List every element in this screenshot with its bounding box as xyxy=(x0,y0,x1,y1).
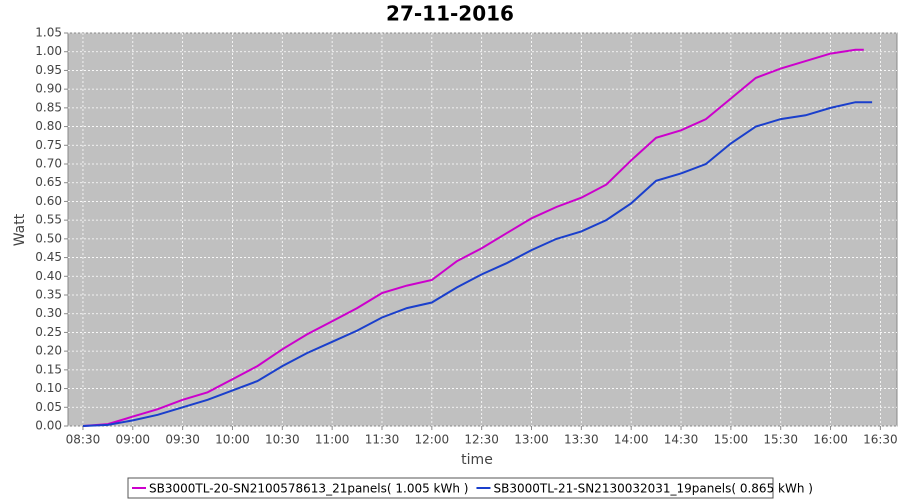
x-tick-label: 11:30 xyxy=(365,433,400,447)
y-tick-label: 0.45 xyxy=(35,250,62,264)
x-tick-label: 13:30 xyxy=(564,433,599,447)
plot-area xyxy=(67,32,898,427)
x-tick-label: 16:30 xyxy=(863,433,898,447)
y-tick-label: 0.00 xyxy=(35,419,62,433)
y-tick-label: 0.70 xyxy=(35,157,62,171)
y-tick-label: 0.05 xyxy=(35,400,62,414)
x-tick-label: 10:00 xyxy=(215,433,250,447)
x-tick-label: 11:00 xyxy=(315,433,350,447)
y-tick-label: 0.95 xyxy=(35,63,62,77)
series-line xyxy=(82,101,873,427)
x-tick-label: 15:00 xyxy=(714,433,749,447)
x-axis-label: time xyxy=(461,452,493,468)
series-line xyxy=(82,48,864,427)
y-axis-label: Watt xyxy=(12,213,28,246)
y-tick-label: 0.85 xyxy=(35,100,62,114)
legend-box xyxy=(127,477,774,499)
y-tick-label: 1.00 xyxy=(35,44,62,58)
y-tick-label: 0.75 xyxy=(35,138,62,152)
y-tick-label: 0.80 xyxy=(35,119,62,133)
y-tick-label: 0.55 xyxy=(35,213,62,227)
x-tick-label: 14:00 xyxy=(614,433,649,447)
legend-text: SB3000TL-20-SN2100578613_21panels( 1.005… xyxy=(149,482,468,496)
x-tick-label: 09:00 xyxy=(115,433,150,447)
y-tick-label: 0.20 xyxy=(35,344,62,358)
x-tick-label: 09:30 xyxy=(165,433,200,447)
x-tick-label: 12:00 xyxy=(415,433,450,447)
x-tick-label: 10:30 xyxy=(265,433,300,447)
x-tick-label: 08:30 xyxy=(66,433,101,447)
y-tick-label: 0.15 xyxy=(35,362,62,376)
x-tick-label: 13:00 xyxy=(514,433,549,447)
y-tick-label: 1.05 xyxy=(35,26,62,40)
y-tick-label: 0.65 xyxy=(35,175,62,189)
x-tick-label: 15:30 xyxy=(763,433,798,447)
y-tick-label: 0.60 xyxy=(35,194,62,208)
legend-text: SB3000TL-21-SN2130032031_19panels( 0.865… xyxy=(493,482,812,496)
y-tick-label: 0.50 xyxy=(35,231,62,245)
x-tick-label: 14:30 xyxy=(664,433,699,447)
y-tick-label: 0.10 xyxy=(35,381,62,395)
y-tick-label: 0.30 xyxy=(35,306,62,320)
y-tick-label: 0.35 xyxy=(35,288,62,302)
chart-title: 27-11-2016 xyxy=(386,2,514,26)
y-tick-label: 0.25 xyxy=(35,325,62,339)
y-tick-label: 0.90 xyxy=(35,82,62,96)
x-tick-label: 16:00 xyxy=(813,433,848,447)
x-tick-label: 12:30 xyxy=(464,433,499,447)
y-tick-label: 0.40 xyxy=(35,269,62,283)
